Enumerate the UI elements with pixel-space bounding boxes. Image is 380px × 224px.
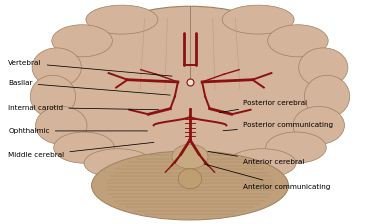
Text: Anterior communicating: Anterior communicating <box>204 164 330 190</box>
Ellipse shape <box>86 5 158 34</box>
Ellipse shape <box>35 106 87 144</box>
Ellipse shape <box>50 6 330 187</box>
Ellipse shape <box>30 75 76 118</box>
Ellipse shape <box>84 149 152 178</box>
Text: Anterior cerebral: Anterior cerebral <box>208 151 304 165</box>
Ellipse shape <box>268 25 328 57</box>
Ellipse shape <box>52 25 112 57</box>
Text: Posterior cerebral: Posterior cerebral <box>219 100 307 113</box>
Ellipse shape <box>266 132 326 163</box>
Ellipse shape <box>172 144 208 169</box>
Ellipse shape <box>299 48 348 87</box>
Text: Posterior communicating: Posterior communicating <box>223 122 333 131</box>
Ellipse shape <box>222 5 294 34</box>
Ellipse shape <box>304 75 350 118</box>
Text: Internal carotid: Internal carotid <box>8 105 159 111</box>
Ellipse shape <box>32 48 81 87</box>
Ellipse shape <box>228 149 296 178</box>
Ellipse shape <box>178 169 202 189</box>
Text: Middle cerebral: Middle cerebral <box>8 142 154 158</box>
Ellipse shape <box>293 106 345 144</box>
Ellipse shape <box>92 151 288 220</box>
Ellipse shape <box>54 132 114 163</box>
Text: Ophthalmic: Ophthalmic <box>8 128 147 134</box>
Text: Vertebral: Vertebral <box>8 60 172 76</box>
Text: Basilar: Basilar <box>8 80 170 95</box>
